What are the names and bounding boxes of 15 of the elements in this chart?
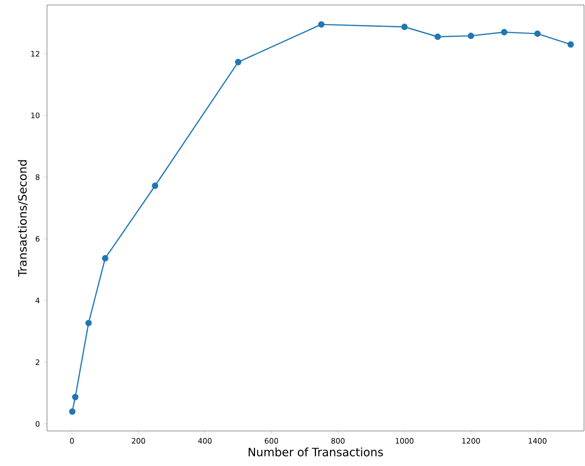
y-axis-title: Transactions/Second [18,160,28,277]
point [85,320,92,326]
point [318,21,325,28]
point [401,24,408,30]
point [235,58,242,66]
point [69,408,76,415]
point [434,34,441,40]
point [102,255,108,262]
point [152,182,158,189]
point [501,28,508,36]
point [568,41,574,48]
x-axis-title: Number of Transactions [248,447,383,456]
point [534,30,541,37]
point [72,394,78,400]
point [468,32,474,40]
